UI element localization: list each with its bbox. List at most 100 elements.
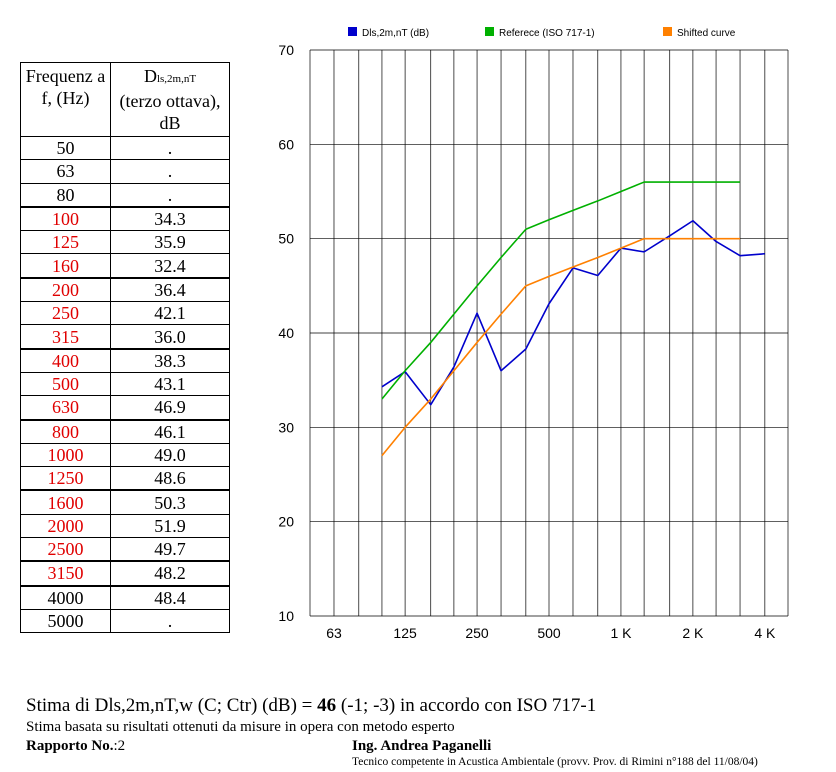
table-row: 160 32.4 <box>20 253 230 279</box>
table-row: 800 46.1 <box>20 418 230 444</box>
author-role: Tecnico competente in Acustica Ambiental… <box>352 756 758 768</box>
table-row: 315 36.0 <box>20 324 230 350</box>
level-cell: 34.3 <box>110 205 230 232</box>
table-row: 250 42.1 <box>20 301 230 326</box>
author-name: Ing. Andrea Paganelli <box>352 738 492 754</box>
x-tick-label: 500 <box>537 625 561 641</box>
report-number: Rapporto No.:2 <box>26 738 125 755</box>
level-cell: 50.3 <box>110 489 230 515</box>
table-row: 5000. <box>20 608 230 634</box>
legend-swatch <box>663 27 672 36</box>
frequency-cell: 250 <box>20 301 111 326</box>
frequency-cell: 5000 <box>20 608 111 634</box>
frequency-table: Frequenz a f, (Hz) Dls,2m,nT (terzo ottav… <box>20 62 230 634</box>
level-cell: 48.4 <box>110 584 230 610</box>
frequency-cell: 315 <box>20 324 111 350</box>
x-tick-label: 63 <box>326 625 342 641</box>
x-tick-label: 250 <box>465 625 489 641</box>
table-row: 400 38.3 <box>20 347 230 373</box>
y-tick-label: 40 <box>278 325 294 341</box>
table-row: 1250 48.6 <box>20 466 230 491</box>
level-header-symbol: D <box>143 66 157 86</box>
frequency-cell: 100 <box>20 205 111 232</box>
frequency-cell: 500 <box>20 371 111 397</box>
y-tick-label: 20 <box>278 514 294 530</box>
level-cell: 42.1 <box>110 301 230 326</box>
frequency-cell: 630 <box>20 395 111 421</box>
frequency-cell: 400 <box>20 347 111 373</box>
table-row: 1600 50.3 <box>20 489 230 515</box>
author-block: Ing. Andrea Paganelli Tecnico competente… <box>352 738 758 768</box>
table-row: 200 36.4 <box>20 276 230 303</box>
y-tick-label: 50 <box>278 231 294 247</box>
x-tick-label: 125 <box>393 625 417 641</box>
table-row: 630 46.9 <box>20 395 230 421</box>
level-column-header: Dls,2m,nT (terzo ottava), dB <box>110 62 230 137</box>
frequency-cell: 2500 <box>20 537 111 562</box>
level-cell: 46.9 <box>110 395 230 421</box>
table-row: 2000 51.9 <box>20 513 230 539</box>
level-cell: 32.4 <box>110 253 230 279</box>
frequency-cell: 1000 <box>20 442 111 468</box>
reference-curve <box>381 181 741 400</box>
table-row: 2500 49.7 <box>20 537 230 562</box>
table-row: 4000 48.4 <box>20 584 230 610</box>
method-note: Stima basata su risultati ottenuti da mi… <box>26 719 455 735</box>
x-tick-label: 1 K <box>610 625 632 641</box>
report-value: :2 <box>113 738 126 754</box>
frequency-cell: 50 <box>20 135 111 161</box>
measured-curve <box>381 219 765 406</box>
frequency-cell: 3150 <box>20 560 111 587</box>
table-row: 100 34.3 <box>20 205 230 232</box>
frequency-cell: 4000 <box>20 584 111 610</box>
table-header-row: Frequenz a f, (Hz) Dls,2m,nT (terzo ottav… <box>20 62 230 137</box>
x-tick-label: 4 K <box>754 625 776 641</box>
legend-label: Referece (ISO 717-1) <box>499 28 595 39</box>
level-cell: . <box>110 135 230 161</box>
frequency-cell: 125 <box>20 230 111 255</box>
frequency-cell: 160 <box>20 253 111 279</box>
level-cell: 49.7 <box>110 537 230 562</box>
frequency-cell: 1600 <box>20 489 111 515</box>
y-tick-label: 60 <box>278 136 294 152</box>
frequency-cell: 800 <box>20 418 111 444</box>
sound-insulation-chart: 10 20 30 40 50 60 70 63 125 250 500 1 K 2 K 4 K Dls,2… <box>278 27 789 641</box>
legend-item: Dls,2m,nT (dB) <box>348 27 429 39</box>
level-cell: 49.0 <box>110 442 230 468</box>
legend-item: Referece (ISO 717-1) <box>485 27 595 39</box>
level-cell: 51.9 <box>110 513 230 539</box>
legend-swatch <box>485 27 494 36</box>
level-cell: 36.0 <box>110 324 230 350</box>
frequency-cell: 63 <box>20 159 111 184</box>
level-cell: 48.2 <box>110 560 230 587</box>
frequency-cell: 2000 <box>20 513 111 539</box>
table-row: 1000 49.0 <box>20 442 230 468</box>
table-row: 63. <box>20 159 230 184</box>
frequency-column-header: Frequenz a f, (Hz) <box>20 62 111 137</box>
level-cell: . <box>110 182 230 208</box>
table-row: 80. <box>20 182 230 208</box>
rating-estimate: Stima di Dls,2m,nT,w (C; Ctr) (dB) = 46 … <box>26 695 596 717</box>
level-cell: 48.6 <box>110 466 230 491</box>
level-cell: 35.9 <box>110 230 230 255</box>
level-cell: . <box>110 159 230 184</box>
rating-value: 46 <box>317 695 337 716</box>
table-row: 500 43.1 <box>20 371 230 397</box>
level-cell: . <box>110 608 230 634</box>
table-row: 3150 48.2 <box>20 560 230 587</box>
frequency-cell: 80 <box>20 182 111 208</box>
legend-swatch <box>348 27 357 36</box>
level-cell: 43.1 <box>110 371 230 397</box>
level-header-unit: (terzo ottava), dB <box>119 91 221 133</box>
table-row: 125 35.9 <box>20 230 230 255</box>
level-header-subscript: ls,2m,nT <box>156 73 197 85</box>
frequency-cell: 1250 <box>20 466 111 491</box>
legend-label: Dls,2m,nT (dB) <box>362 28 429 39</box>
table-row: 50. <box>20 135 230 161</box>
frequency-cell: 200 <box>20 276 111 303</box>
report-label: Rapporto No. <box>26 738 114 754</box>
y-tick-label: 70 <box>278 42 294 58</box>
y-tick-label: 30 <box>278 419 294 435</box>
legend-label: Shifted curve <box>677 28 736 39</box>
y-tick-label: 10 <box>278 608 294 624</box>
